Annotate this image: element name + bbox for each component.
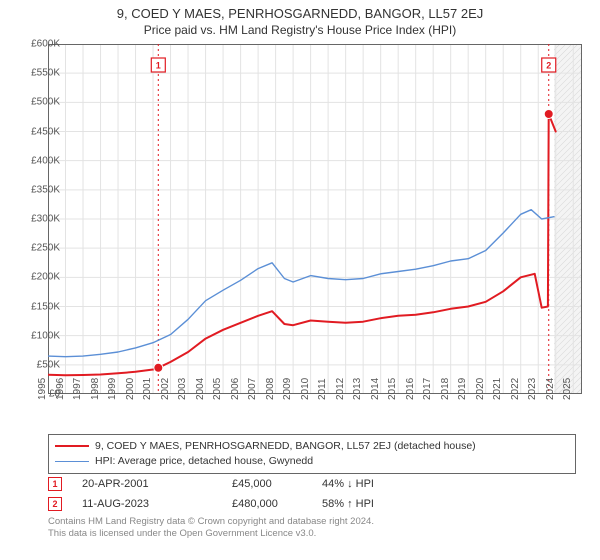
x-tick-label: 2020 (475, 378, 486, 400)
x-tick-label: 2022 (510, 378, 521, 400)
y-tick-label: £50K (14, 359, 60, 370)
marker-badge-2: 2 (48, 497, 62, 511)
y-tick-label: £250K (14, 243, 60, 254)
x-tick-label: 2015 (387, 378, 398, 400)
x-tick-label: 2002 (159, 378, 170, 400)
x-tick-label: 2023 (527, 378, 538, 400)
marker-date-1: 20-APR-2001 (82, 478, 232, 490)
x-tick-label: 1997 (72, 378, 83, 400)
x-tick-label: 2007 (247, 378, 258, 400)
x-tick-label: 2016 (405, 378, 416, 400)
x-tick-label: 2012 (335, 378, 346, 400)
x-tick-label: 1996 (54, 378, 65, 400)
legend-item-hpi: HPI: Average price, detached house, Gwyn… (55, 454, 569, 469)
page-title: 9, COED Y MAES, PENRHOSGARNEDD, BANGOR, … (0, 0, 600, 21)
x-tick-label: 2024 (545, 378, 556, 400)
legend-swatch-property (55, 445, 89, 447)
footer-line-1: Contains HM Land Registry data © Crown c… (48, 516, 374, 528)
y-tick-label: £600K (14, 39, 60, 50)
marker-price-2: £480,000 (232, 498, 322, 510)
x-tick-label: 1995 (37, 378, 48, 400)
x-tick-label: 2011 (317, 378, 328, 400)
x-tick-label: 2013 (352, 378, 363, 400)
footer: Contains HM Land Registry data © Crown c… (48, 516, 374, 540)
x-tick-label: 2025 (562, 378, 573, 400)
marker-price-1: £45,000 (232, 478, 322, 490)
x-tick-label: 1998 (89, 378, 100, 400)
legend-label-hpi: HPI: Average price, detached house, Gwyn… (95, 455, 313, 467)
x-tick-label: 2019 (457, 378, 468, 400)
x-tick-label: 2000 (124, 378, 135, 400)
footer-line-2: This data is licensed under the Open Gov… (48, 528, 374, 540)
x-tick-label: 2014 (370, 378, 381, 400)
y-tick-label: £100K (14, 330, 60, 341)
x-tick-label: 2008 (264, 378, 275, 400)
y-tick-label: £350K (14, 184, 60, 195)
svg-text:1: 1 (156, 61, 161, 71)
marker-table: 1 20-APR-2001 £45,000 44% ↓ HPI 2 11-AUG… (48, 474, 442, 514)
legend-swatch-hpi (55, 461, 89, 462)
legend-item-property: 9, COED Y MAES, PENRHOSGARNEDD, BANGOR, … (55, 439, 569, 454)
legend: 9, COED Y MAES, PENRHOSGARNEDD, BANGOR, … (48, 434, 576, 474)
chart: 12 (48, 44, 582, 394)
x-tick-label: 2009 (282, 378, 293, 400)
x-tick-label: 2004 (194, 378, 205, 400)
marker-row-2: 2 11-AUG-2023 £480,000 58% ↑ HPI (48, 494, 442, 514)
x-tick-label: 2001 (142, 378, 153, 400)
legend-label-property: 9, COED Y MAES, PENRHOSGARNEDD, BANGOR, … (95, 440, 476, 452)
x-tick-label: 1999 (107, 378, 118, 400)
marker-date-2: 11-AUG-2023 (82, 498, 232, 510)
y-tick-label: £550K (14, 68, 60, 79)
x-tick-label: 2006 (229, 378, 240, 400)
chart-svg: 12 (48, 44, 582, 394)
x-tick-label: 2018 (440, 378, 451, 400)
x-tick-label: 2021 (492, 378, 503, 400)
svg-text:2: 2 (546, 61, 551, 71)
marker-badge-1: 1 (48, 477, 62, 491)
y-tick-label: £200K (14, 272, 60, 283)
y-tick-label: £450K (14, 126, 60, 137)
x-tick-label: 2017 (422, 378, 433, 400)
y-tick-label: £500K (14, 97, 60, 108)
marker-pct-1: 44% ↓ HPI (322, 478, 442, 490)
y-tick-label: £400K (14, 155, 60, 166)
x-tick-label: 2003 (177, 378, 188, 400)
y-tick-label: £300K (14, 214, 60, 225)
page-subtitle: Price paid vs. HM Land Registry's House … (0, 21, 600, 39)
x-tick-label: 2005 (212, 378, 223, 400)
y-tick-label: £150K (14, 301, 60, 312)
marker-row-1: 1 20-APR-2001 £45,000 44% ↓ HPI (48, 474, 442, 494)
x-tick-label: 2010 (299, 378, 310, 400)
marker-pct-2: 58% ↑ HPI (322, 498, 442, 510)
